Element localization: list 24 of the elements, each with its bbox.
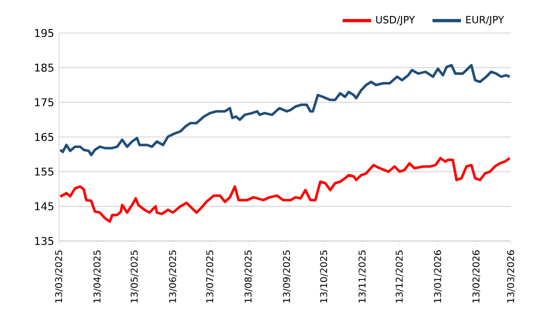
x-tick-label: 13/03/2026 bbox=[507, 250, 515, 302]
y-tick-label: 175 bbox=[35, 98, 54, 106]
y-tick-label: 165 bbox=[35, 132, 54, 142]
x-tick-label: 13/06/2025 bbox=[169, 250, 177, 302]
x-tick-label: 13/12/2025 bbox=[396, 250, 404, 302]
y-tick-label: 195 bbox=[35, 28, 54, 38]
x-tick-label: 13/10/2025 bbox=[320, 250, 328, 302]
line-series bbox=[58, 64, 512, 156]
x-tick-label: 13/09/2025 bbox=[282, 250, 291, 302]
y-tick-label: 135 bbox=[35, 236, 54, 246]
legend-label: USD/JPY bbox=[376, 16, 415, 26]
y-tick-label: 145 bbox=[35, 202, 54, 210]
x-tick-label: 13/01/2026 bbox=[434, 250, 442, 302]
x-tick-label: 13/05/2025 bbox=[130, 250, 138, 302]
x-tick-label: 13/04/2025 bbox=[94, 250, 102, 302]
y-tick-label: 155 bbox=[35, 168, 54, 176]
y-tick-label: 185 bbox=[35, 64, 54, 72]
x-tick-label: 13/03/2025 bbox=[55, 250, 63, 302]
legend-label: EUR/JPY bbox=[466, 16, 504, 26]
x-tick-label: 13/07/2025 bbox=[206, 250, 214, 302]
line-series bbox=[58, 156, 512, 223]
x-tick-label: 13/11/2025 bbox=[358, 250, 366, 302]
x-tick-label: 13/02/2026 bbox=[472, 250, 480, 302]
x-tick-label: 13/08/2025 bbox=[244, 250, 252, 302]
